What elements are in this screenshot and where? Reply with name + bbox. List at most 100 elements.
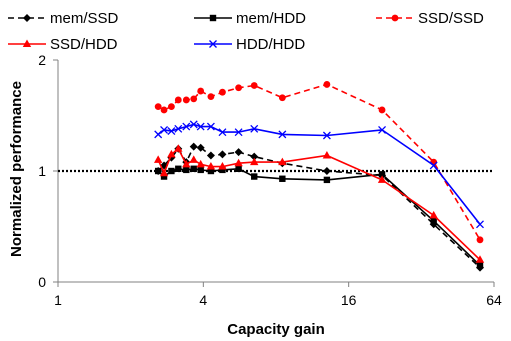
data-point-hdd-hdd (174, 124, 183, 133)
y-tick-label: 0 (38, 274, 46, 290)
data-point-ssd-ssd (174, 96, 182, 104)
data-point-ssd-ssd (154, 103, 162, 111)
data-point-ssd-hdd (429, 210, 438, 219)
series-mem-hdd (154, 165, 484, 269)
legend-item-hdd-hdd: HDD/HDD (194, 36, 305, 53)
data-point-mem-hdd (279, 175, 286, 182)
data-point-mem-hdd (160, 173, 168, 180)
data-point-ssd-hdd (278, 157, 287, 166)
data-point-mem-ssd (206, 151, 215, 160)
data-point-ssd-ssd (378, 106, 386, 114)
x-tick-label: 1 (54, 292, 62, 308)
x-tick-label: 4 (199, 292, 207, 308)
data-point-mem-hdd (476, 262, 484, 269)
data-point-mem-ssd (189, 142, 198, 151)
legend-swatch-marker (22, 39, 32, 47)
data-point-ssd-ssd (235, 84, 243, 92)
data-point-ssd-ssd (160, 106, 168, 114)
data-point-hdd-hdd (160, 125, 169, 134)
data-point-ssd-hdd (182, 159, 191, 168)
data-point-hdd-hdd (278, 130, 287, 139)
data-point-hdd-hdd (167, 127, 176, 135)
data-point-hdd-hdd (476, 220, 484, 229)
series-line-hdd-hdd (157, 123, 481, 225)
data-point-mem-hdd (197, 166, 204, 174)
data-point-ssd-ssd (323, 81, 331, 88)
plot-area (153, 81, 485, 272)
data-point-ssd-hdd (322, 150, 332, 159)
data-point-ssd-hdd (218, 162, 227, 170)
data-point-mem-hdd (183, 166, 190, 174)
data-point-mem-ssd (234, 148, 243, 157)
legend-label: SSD/HDD (50, 36, 118, 53)
y-tick-label: 1 (38, 163, 46, 179)
data-point-ssd-ssd (219, 88, 226, 96)
data-point-ssd-hdd (189, 155, 198, 163)
legend-label: mem/SSD (50, 10, 119, 27)
data-point-ssd-hdd (167, 149, 176, 158)
data-point-ssd-ssd (190, 95, 198, 103)
data-point-ssd-ssd (250, 82, 258, 89)
legend-swatch-marker (209, 14, 217, 22)
data-point-mem-hdd (430, 217, 437, 225)
legend-label: HDD/HDD (236, 36, 305, 53)
data-point-hdd-hdd (154, 130, 163, 139)
data-point-mem-ssd (322, 167, 331, 175)
x-ticks: 1 4 16 64 (54, 282, 502, 308)
data-point-ssd-ssd (197, 87, 205, 95)
series-hdd-hdd (154, 120, 484, 229)
data-point-hdd-hdd (206, 122, 215, 131)
series-ssd-hdd (153, 144, 485, 263)
data-point-ssd-ssd (207, 93, 215, 101)
data-point-hdd-hdd (429, 161, 438, 170)
data-point-mem-ssd (250, 152, 259, 161)
x-axis-title: Capacity gain (227, 321, 325, 338)
data-point-ssd-ssd (476, 236, 484, 244)
legend-item-ssd-hdd: SSD/HDD (8, 36, 118, 53)
series-line-ssd-hdd (157, 147, 481, 261)
series-line-mem-ssd (157, 145, 481, 269)
legend-item-mem-ssd: mem/SSD (8, 10, 119, 27)
legend-swatch-marker (23, 14, 31, 22)
data-point-ssd-hdd (377, 175, 387, 183)
data-point-hdd-hdd (234, 128, 243, 137)
data-point-hdd-hdd (322, 131, 331, 140)
data-point-mem-hdd (251, 173, 258, 180)
legend-label: SSD/SSD (418, 10, 484, 27)
legend-item-mem-hdd: mem/HDD (194, 10, 306, 27)
data-point-ssd-ssd (168, 103, 175, 111)
data-point-mem-hdd (207, 167, 215, 175)
data-point-mem-hdd (175, 165, 182, 172)
data-point-mem-hdd (190, 165, 197, 172)
data-point-mem-hdd (168, 167, 175, 175)
data-point-hdd-hdd (182, 122, 191, 131)
data-point-hdd-hdd (218, 128, 227, 137)
x-tick-label: 64 (486, 292, 502, 308)
data-point-ssd-hdd (206, 162, 216, 170)
data-point-hdd-hdd (196, 122, 205, 131)
axes: 1 4 16 64 012 (38, 52, 502, 308)
data-point-mem-hdd (378, 171, 386, 178)
data-point-ssd-hdd (174, 144, 183, 152)
data-point-ssd-hdd (153, 155, 163, 163)
x-tick-label: 16 (341, 292, 357, 308)
data-point-mem-ssd (196, 143, 205, 152)
series-line-ssd-ssd (157, 83, 481, 241)
data-point-ssd-hdd (250, 157, 259, 166)
legend-label: mem/HDD (236, 10, 306, 27)
data-point-hdd-hdd (378, 125, 387, 134)
data-point-mem-hdd (235, 165, 242, 172)
data-point-mem-hdd (323, 176, 331, 184)
series-ssd-ssd (154, 81, 484, 244)
data-point-hdd-hdd (250, 124, 259, 133)
data-point-mem-ssd (218, 150, 227, 159)
legend-swatch-marker (391, 14, 399, 22)
y-tick-label: 2 (38, 52, 46, 68)
data-point-mem-hdd (219, 166, 226, 174)
y-ticks: 0 1 2 (38, 52, 58, 290)
data-point-ssd-ssd (182, 96, 190, 104)
data-point-ssd-hdd (159, 168, 169, 177)
data-point-hdd-hdd (189, 120, 198, 129)
data-point-ssd-hdd (234, 158, 243, 167)
